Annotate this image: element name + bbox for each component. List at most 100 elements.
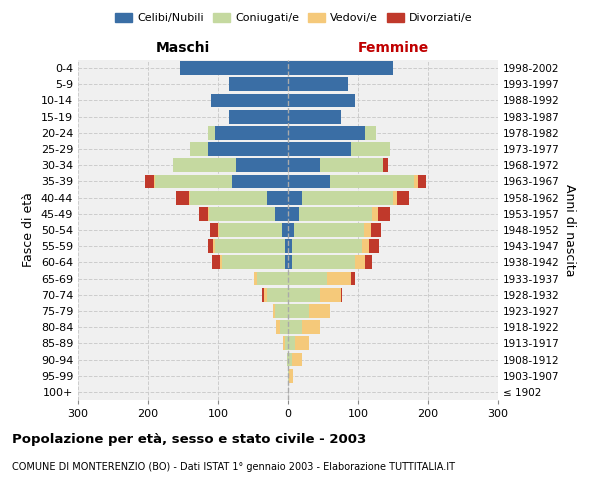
- Bar: [190, 142, 208, 156]
- Bar: [292, 240, 361, 253]
- Bar: [288, 320, 302, 334]
- Bar: [145, 174, 154, 188]
- Bar: [284, 256, 288, 270]
- Bar: [154, 174, 155, 188]
- Bar: [288, 352, 292, 366]
- Bar: [295, 336, 309, 350]
- Text: Maschi: Maschi: [156, 41, 210, 55]
- Bar: [292, 256, 355, 270]
- Bar: [351, 272, 355, 285]
- Bar: [267, 190, 288, 204]
- Bar: [211, 94, 288, 108]
- Bar: [215, 240, 284, 253]
- Bar: [288, 61, 393, 75]
- Bar: [208, 207, 209, 220]
- Bar: [288, 110, 341, 124]
- Bar: [188, 190, 190, 204]
- Bar: [368, 240, 379, 253]
- Bar: [288, 174, 330, 188]
- Bar: [262, 288, 263, 302]
- Bar: [218, 223, 220, 237]
- Bar: [280, 320, 288, 334]
- Bar: [209, 207, 275, 220]
- Text: Popolazione per età, sesso e stato civile - 2003: Popolazione per età, sesso e stato civil…: [12, 432, 366, 446]
- Bar: [288, 158, 320, 172]
- Bar: [365, 126, 376, 140]
- Bar: [361, 240, 368, 253]
- Bar: [155, 174, 232, 188]
- Bar: [288, 256, 292, 270]
- Bar: [283, 223, 288, 237]
- Bar: [273, 304, 275, 318]
- Bar: [397, 190, 409, 204]
- Bar: [288, 142, 351, 156]
- Bar: [393, 190, 397, 204]
- Bar: [289, 369, 293, 382]
- Bar: [208, 142, 288, 156]
- Bar: [215, 126, 288, 140]
- Bar: [288, 240, 292, 253]
- Bar: [418, 174, 426, 188]
- Bar: [320, 158, 383, 172]
- Text: Femmine: Femmine: [358, 41, 428, 55]
- Bar: [288, 94, 355, 108]
- Bar: [212, 256, 220, 270]
- Bar: [292, 352, 302, 366]
- Bar: [176, 190, 188, 204]
- Bar: [257, 272, 288, 285]
- Bar: [288, 190, 302, 204]
- Bar: [293, 223, 364, 237]
- Legend: Celibi/Nubili, Coniugati/e, Vedovi/e, Divorziati/e: Celibi/Nubili, Coniugati/e, Vedovi/e, Di…: [111, 8, 477, 28]
- Bar: [235, 158, 288, 172]
- Bar: [383, 158, 388, 172]
- Bar: [254, 272, 257, 285]
- Bar: [330, 174, 414, 188]
- Y-axis label: Anni di nascita: Anni di nascita: [563, 184, 576, 276]
- Bar: [288, 126, 365, 140]
- Bar: [213, 240, 215, 253]
- Bar: [267, 288, 288, 302]
- Bar: [199, 207, 208, 220]
- Bar: [288, 336, 295, 350]
- Bar: [288, 304, 309, 318]
- Y-axis label: Fasce di età: Fasce di età: [22, 192, 35, 268]
- Bar: [221, 256, 284, 270]
- Bar: [364, 223, 371, 237]
- Bar: [299, 207, 372, 220]
- Bar: [302, 320, 320, 334]
- Bar: [220, 223, 283, 237]
- Bar: [372, 207, 377, 220]
- Bar: [288, 223, 293, 237]
- Bar: [284, 336, 288, 350]
- Bar: [263, 288, 267, 302]
- Bar: [288, 369, 289, 382]
- Bar: [220, 256, 221, 270]
- Bar: [288, 272, 326, 285]
- Bar: [288, 207, 299, 220]
- Bar: [309, 304, 330, 318]
- Bar: [377, 207, 390, 220]
- Bar: [229, 110, 288, 124]
- Bar: [414, 174, 418, 188]
- Bar: [190, 190, 267, 204]
- Bar: [173, 158, 235, 172]
- Bar: [355, 256, 365, 270]
- Bar: [288, 78, 347, 91]
- Bar: [320, 288, 341, 302]
- Bar: [351, 142, 389, 156]
- Bar: [229, 78, 288, 91]
- Bar: [287, 352, 288, 366]
- Bar: [275, 304, 288, 318]
- Bar: [302, 190, 393, 204]
- Bar: [288, 288, 320, 302]
- Bar: [276, 320, 280, 334]
- Bar: [371, 223, 381, 237]
- Bar: [326, 272, 351, 285]
- Bar: [208, 240, 213, 253]
- Bar: [341, 288, 342, 302]
- Bar: [284, 240, 288, 253]
- Text: COMUNE DI MONTERENZIO (BO) - Dati ISTAT 1° gennaio 2003 - Elaborazione TUTTITALI: COMUNE DI MONTERENZIO (BO) - Dati ISTAT …: [12, 462, 455, 472]
- Bar: [283, 336, 284, 350]
- Bar: [275, 207, 288, 220]
- Bar: [179, 61, 288, 75]
